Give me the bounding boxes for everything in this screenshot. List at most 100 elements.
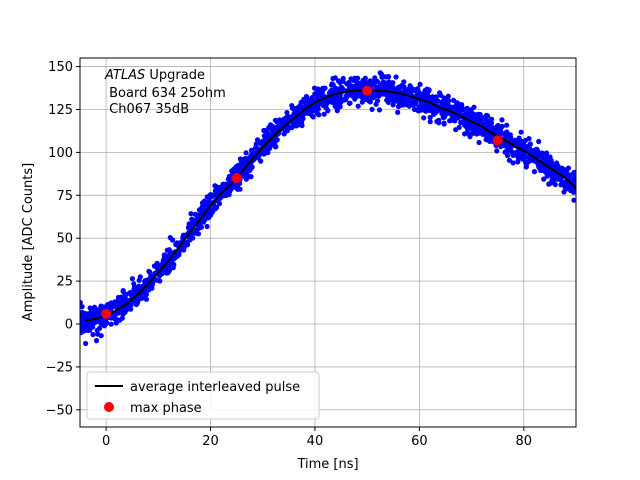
data-point	[143, 296, 149, 302]
data-point	[527, 141, 534, 147]
data-point	[539, 153, 545, 159]
data-point	[489, 116, 495, 122]
y-tick-label: −50	[46, 403, 73, 418]
data-point	[504, 122, 510, 128]
data-point	[433, 94, 439, 100]
grid	[80, 58, 576, 427]
data-point	[495, 122, 501, 129]
data-point	[440, 109, 446, 115]
data-point	[87, 311, 93, 317]
average-pulse-line	[85, 89, 576, 322]
data-point	[544, 167, 550, 173]
data-point	[377, 70, 383, 76]
data-point	[459, 103, 465, 109]
data-point	[421, 115, 427, 121]
legend-box	[86, 371, 320, 420]
y-tick-label: 0	[65, 318, 73, 333]
data-point	[321, 111, 327, 117]
data-point	[273, 144, 279, 150]
data-point	[515, 151, 521, 157]
data-point	[452, 118, 458, 124]
data-point	[195, 225, 201, 232]
data-point	[184, 242, 191, 248]
data-point	[359, 99, 365, 105]
data-point	[372, 77, 379, 83]
data-point	[373, 101, 379, 107]
data-point	[498, 128, 504, 134]
data-point	[80, 322, 86, 328]
data-point	[393, 74, 399, 80]
data-point	[254, 137, 261, 143]
data-point	[413, 88, 420, 94]
data-point	[108, 305, 114, 312]
data-point	[404, 98, 410, 105]
data-point	[427, 119, 433, 125]
data-point	[284, 116, 290, 122]
data-point	[457, 108, 463, 114]
data-point	[204, 202, 211, 208]
max-phase-point	[231, 173, 242, 184]
x-tick-label: 60	[411, 434, 428, 449]
data-point	[235, 186, 241, 192]
data-point	[474, 129, 480, 135]
data-point	[102, 320, 109, 326]
data-point	[491, 125, 497, 131]
data-point	[486, 134, 492, 140]
data-point	[115, 294, 122, 300]
data-point	[300, 116, 306, 122]
legend-dot-swatch	[104, 402, 114, 412]
data-point	[238, 159, 245, 165]
data-point	[444, 102, 450, 109]
x-tick-label: 80	[516, 434, 533, 449]
max-phase-points	[101, 85, 503, 319]
data-point	[281, 131, 287, 137]
data-point	[155, 265, 161, 271]
data-point	[96, 309, 102, 315]
x-tick-label: 20	[202, 434, 219, 449]
y-axis-ticks: −50 −25 0 25 50 75 100 125 150	[46, 60, 80, 418]
data-point	[80, 300, 83, 306]
data-point	[141, 290, 148, 296]
data-point	[380, 79, 386, 85]
data-point	[499, 117, 505, 123]
data-point	[359, 94, 366, 100]
data-point	[250, 150, 256, 156]
y-tick-label: 75	[56, 189, 73, 204]
data-point	[494, 148, 500, 154]
data-point	[476, 139, 482, 146]
data-point	[409, 100, 415, 106]
data-point	[536, 138, 542, 145]
y-tick-label: 100	[48, 146, 73, 161]
data-point	[427, 114, 433, 121]
max-phase-point	[492, 135, 503, 146]
data-point	[114, 317, 120, 323]
max-phase-point	[101, 308, 112, 319]
data-point	[549, 161, 555, 167]
data-point	[572, 171, 576, 177]
data-point	[82, 310, 88, 317]
data-point	[292, 111, 298, 117]
data-point	[571, 197, 576, 203]
data-point	[243, 150, 249, 156]
annotation: ATLAS Upgrade Board 634 25ohm Ch067 35dB	[104, 68, 226, 117]
data-point	[534, 152, 540, 158]
data-point	[385, 99, 391, 105]
data-point	[441, 120, 447, 126]
data-point	[293, 123, 299, 129]
data-point	[96, 325, 103, 331]
data-point	[526, 158, 532, 165]
data-point	[322, 85, 328, 91]
data-point	[311, 85, 318, 91]
y-tick-label: −25	[46, 360, 73, 375]
data-point	[352, 75, 358, 81]
data-point	[355, 103, 361, 109]
data-point	[539, 167, 545, 173]
data-point	[204, 223, 210, 230]
data-point	[456, 124, 462, 130]
y-axis-label: Amplitude [ADC Counts]	[21, 163, 36, 321]
data-point	[80, 330, 84, 336]
data-point	[437, 90, 443, 96]
data-point	[340, 75, 346, 82]
data-point	[186, 221, 192, 227]
